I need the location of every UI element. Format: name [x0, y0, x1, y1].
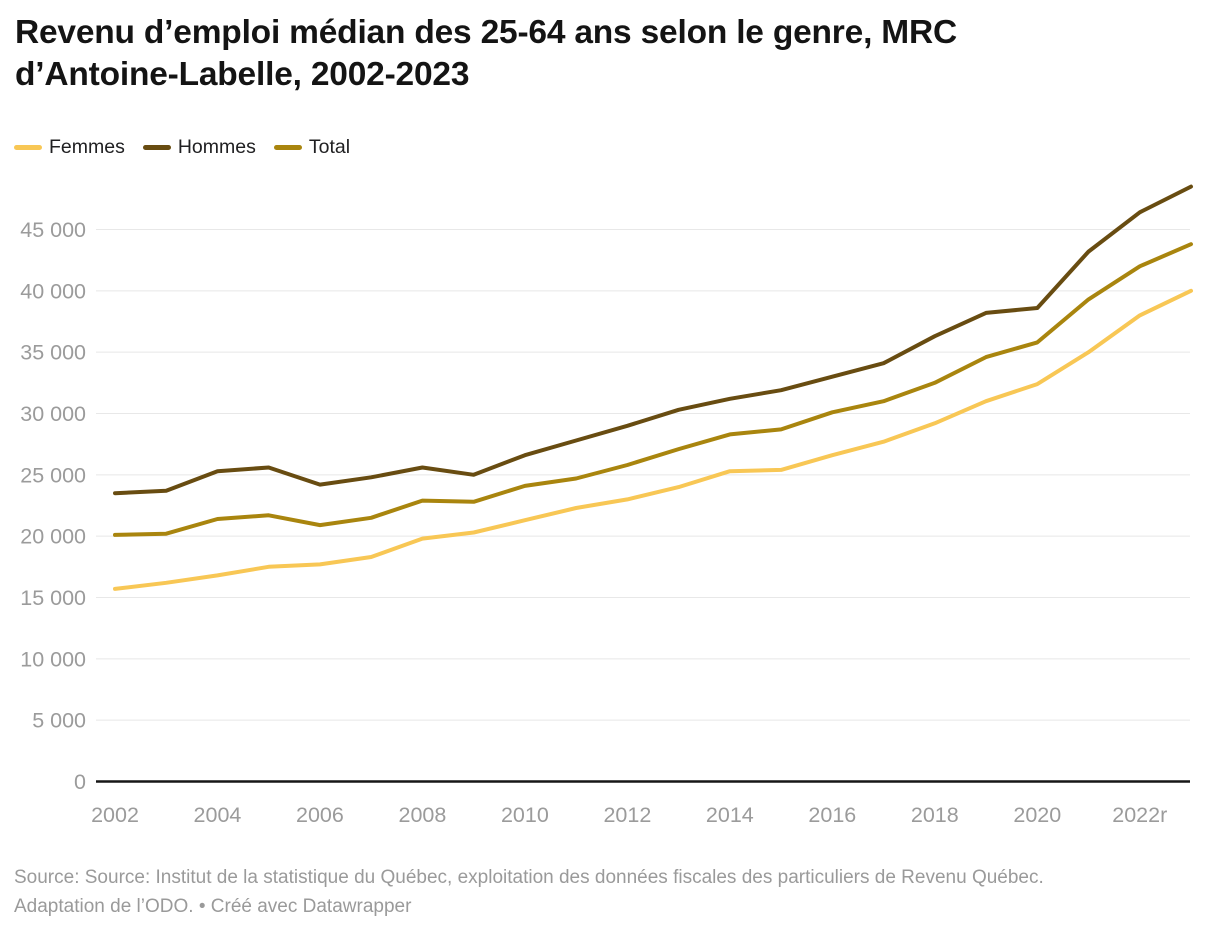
x-axis-tick-label: 2020 — [1013, 803, 1061, 827]
x-axis-tick-label: 2012 — [603, 803, 651, 827]
legend-label-hommes: Hommes — [177, 136, 256, 158]
y-axis-tick-label: 40 000 — [20, 279, 86, 303]
x-axis-tick-label: 2016 — [808, 803, 856, 827]
x-axis-tick-label: 2018 — [911, 803, 959, 827]
x-axis-tick-label: 2022r — [1112, 803, 1167, 827]
y-axis-tick-label: 5 000 — [32, 709, 86, 733]
legend-item-hommes: Hommes — [142, 136, 256, 159]
series-line-femmes — [113, 288, 1193, 591]
y-axis-tick-label: 25 000 — [20, 463, 86, 487]
x-axis-tick-label: 2004 — [194, 803, 242, 827]
hommes-line-swatch — [142, 145, 171, 150]
chart-title-line1: Revenu d’emploi médian des 25-64 ans sel… — [15, 14, 957, 51]
source-bullet: • — [198, 896, 206, 917]
femmes-line-swatch — [14, 145, 42, 150]
y-axis-tick-label: 0 — [74, 770, 86, 794]
legend-item-total: Total — [273, 136, 351, 159]
x-axis-tick-label: 2008 — [399, 803, 447, 827]
x-axis-tick-label: 2006 — [296, 803, 344, 827]
legend: Femmes Hommes Total — [14, 136, 350, 159]
series-line-total — [113, 242, 1193, 537]
y-axis-tick-label: 10 000 — [20, 647, 86, 671]
legend-item-femmes: Femmes — [14, 136, 125, 159]
source-line1: Source: Source: Institut de la statistiq… — [14, 867, 1044, 888]
chart-title-line2: d’Antoine-Labelle, 2002-2023 — [15, 56, 470, 93]
x-axis-tick-label: 2002 — [91, 803, 139, 827]
total-line-swatch — [273, 145, 302, 150]
legend-label-total: Total — [308, 136, 351, 158]
x-axis-tick-label: 2014 — [706, 803, 754, 827]
y-axis-tick-label: 30 000 — [20, 402, 86, 426]
legend-label-femmes: Femmes — [49, 136, 125, 158]
source-note: Source: Source: Institut de la statistiq… — [14, 863, 1210, 921]
datawrapper-byline: Créé avec Datawrapper — [210, 896, 412, 917]
y-axis-tick-label: 45 000 — [20, 218, 86, 242]
y-axis-tick-label: 20 000 — [20, 525, 86, 549]
x-axis-tick-label: 2010 — [501, 803, 549, 827]
source-adaptation: Adaptation de l’ODO. — [14, 896, 194, 917]
y-axis-tick-label: 15 000 — [20, 586, 86, 610]
series-line-hommes — [113, 184, 1193, 496]
chart-title: Revenu d’emploi médian des 25-64 ans sel… — [15, 12, 1205, 96]
y-axis-tick-label: 35 000 — [20, 341, 86, 365]
source-line2: Adaptation de l’ODO. • Créé avec Datawra… — [14, 892, 1210, 921]
